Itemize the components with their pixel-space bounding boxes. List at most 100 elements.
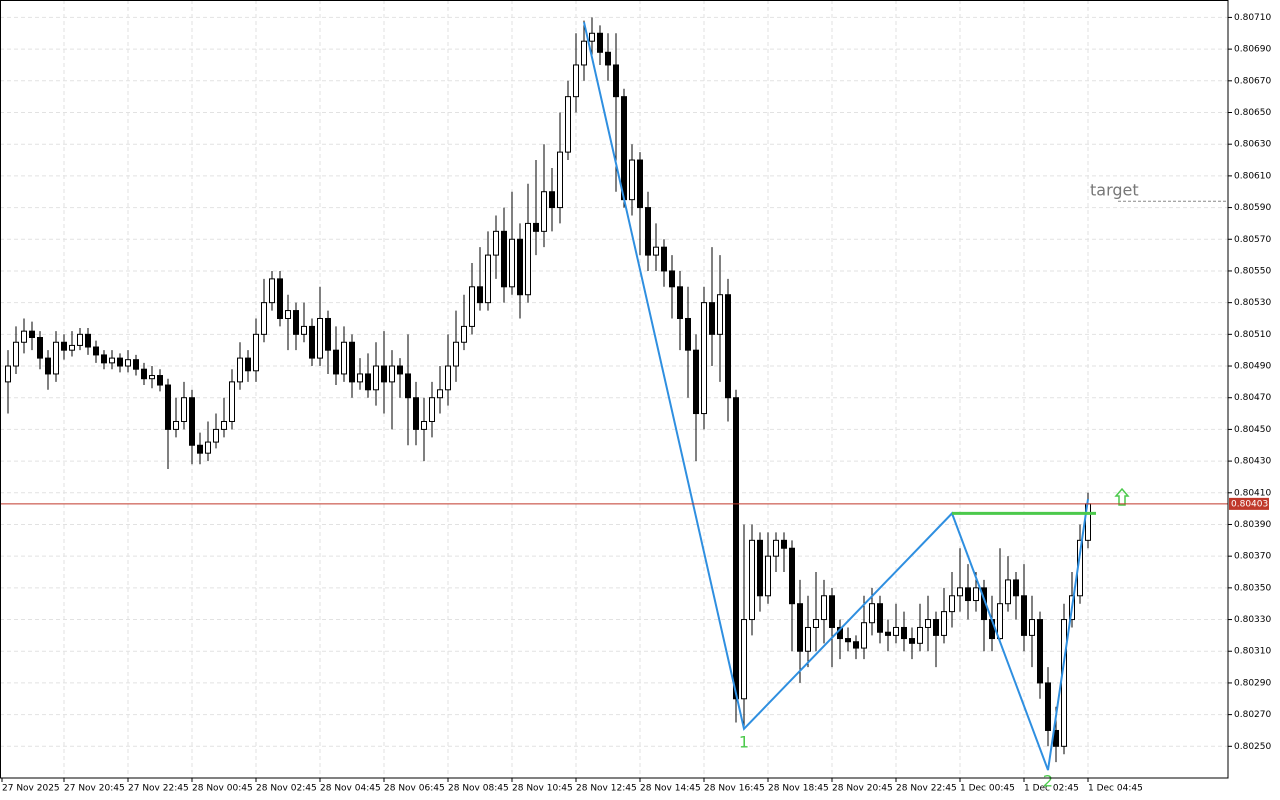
candle-body: [725, 294, 731, 399]
candle-body: [509, 238, 515, 288]
candle-body: [973, 587, 979, 602]
candle-body: [941, 611, 947, 636]
candle-body: [741, 619, 747, 700]
candle-body: [317, 317, 323, 359]
candle-body: [789, 547, 795, 605]
candle-body: [61, 341, 67, 351]
candle-body: [997, 603, 1003, 640]
candle-body: [853, 641, 859, 649]
candle-body: [197, 444, 203, 454]
y-tick-label: 0.80270: [1234, 710, 1271, 720]
y-tick-label: 0.80530: [1234, 298, 1271, 308]
y-tick-label: 0.80590: [1234, 203, 1271, 213]
candle-body: [101, 354, 107, 364]
candle-body: [389, 365, 395, 383]
candle-body: [181, 397, 187, 422]
plot-frame: [0, 0, 1229, 779]
y-tick-label: 0.80490: [1234, 362, 1271, 372]
candle-body: [445, 365, 451, 391]
candle-body: [245, 357, 251, 372]
candle-body: [261, 302, 267, 335]
candle-body: [421, 420, 427, 430]
x-tick-label: 28 Nov 02:45: [256, 784, 317, 794]
candle-body: [581, 40, 587, 66]
candle-body: [253, 333, 259, 372]
candle-body: [1037, 619, 1043, 684]
candle-body: [437, 389, 443, 399]
candle-body: [429, 397, 435, 422]
candle-body: [797, 603, 803, 652]
current-price-label: 0.80403: [1231, 499, 1268, 509]
candle-body: [397, 365, 403, 375]
candle-body: [461, 325, 467, 343]
candle-body: [117, 357, 123, 367]
candle-body: [829, 595, 835, 628]
candle-body: [453, 341, 459, 367]
y-tick-label: 0.80350: [1234, 583, 1271, 593]
candle-body: [885, 631, 891, 636]
candle-body: [381, 365, 387, 383]
candle-body: [701, 302, 707, 415]
candle-body: [149, 375, 155, 380]
y-tick-label: 0.80410: [1234, 488, 1271, 498]
candle-body: [565, 96, 571, 153]
y-tick-label: 0.80650: [1234, 108, 1271, 118]
y-tick-label: 0.80310: [1234, 647, 1271, 657]
y-tick-label: 0.80430: [1234, 457, 1271, 467]
y-tick-label: 0.80550: [1234, 266, 1271, 276]
zigzag-label: 2: [1043, 772, 1053, 791]
candle-body: [845, 638, 851, 643]
candle-body: [173, 420, 179, 430]
candle-body: [1029, 619, 1035, 636]
candle-body: [909, 638, 915, 644]
candle-body: [781, 539, 787, 549]
candle-body: [821, 595, 827, 621]
y-tick-label: 0.80470: [1234, 393, 1271, 403]
candle-body: [1045, 682, 1051, 731]
candle-body: [125, 359, 131, 367]
candle-body: [813, 619, 819, 628]
candle-body: [645, 207, 651, 256]
candle-body: [965, 587, 971, 602]
candle-body: [405, 373, 411, 399]
candle-body: [605, 51, 611, 66]
candle-body: [917, 626, 923, 644]
candle-body: [189, 397, 195, 446]
candle-body: [773, 539, 779, 557]
y-tick-label: 0.80390: [1234, 520, 1271, 530]
y-tick-label: 0.80610: [1234, 171, 1271, 181]
candle-body: [685, 317, 691, 351]
candle-body: [357, 373, 363, 383]
candle-body: [77, 333, 83, 346]
x-tick-label: 1 Dec 02:45: [1024, 784, 1079, 794]
candle-body: [589, 32, 595, 42]
candle-body: [869, 603, 875, 624]
zigzag-label: 1: [739, 732, 749, 751]
candle-body: [53, 341, 59, 375]
candle-body: [269, 278, 275, 304]
candle-body: [229, 381, 235, 422]
y-tick-label: 0.80290: [1234, 678, 1271, 688]
candle-body: [477, 286, 483, 304]
current-price-box: [1229, 497, 1269, 510]
candle-body: [765, 555, 771, 597]
x-tick-label: 28 Nov 18:45: [768, 784, 829, 794]
x-tick-label: 28 Nov 14:45: [640, 784, 701, 794]
y-tick-label: 0.80330: [1234, 615, 1271, 625]
candle-body: [325, 317, 331, 351]
candle-body: [5, 365, 11, 383]
candle-body: [629, 159, 635, 201]
candle-body: [525, 222, 531, 296]
y-tick-label: 0.80670: [1234, 76, 1271, 86]
x-tick-label: 1 Dec 04:45: [1088, 784, 1143, 794]
candle-body: [925, 619, 931, 628]
candle-body: [893, 626, 899, 636]
candle-body: [237, 357, 243, 383]
x-tick-label: 27 Nov 2025: [2, 784, 60, 794]
x-tick-label: 28 Nov 22:45: [896, 784, 957, 794]
candle-body: [861, 622, 867, 649]
candle-body: [413, 397, 419, 430]
y-tick-label: 0.80710: [1234, 13, 1271, 23]
x-tick-label: 28 Nov 08:45: [448, 784, 509, 794]
target-label: target: [1090, 181, 1139, 200]
